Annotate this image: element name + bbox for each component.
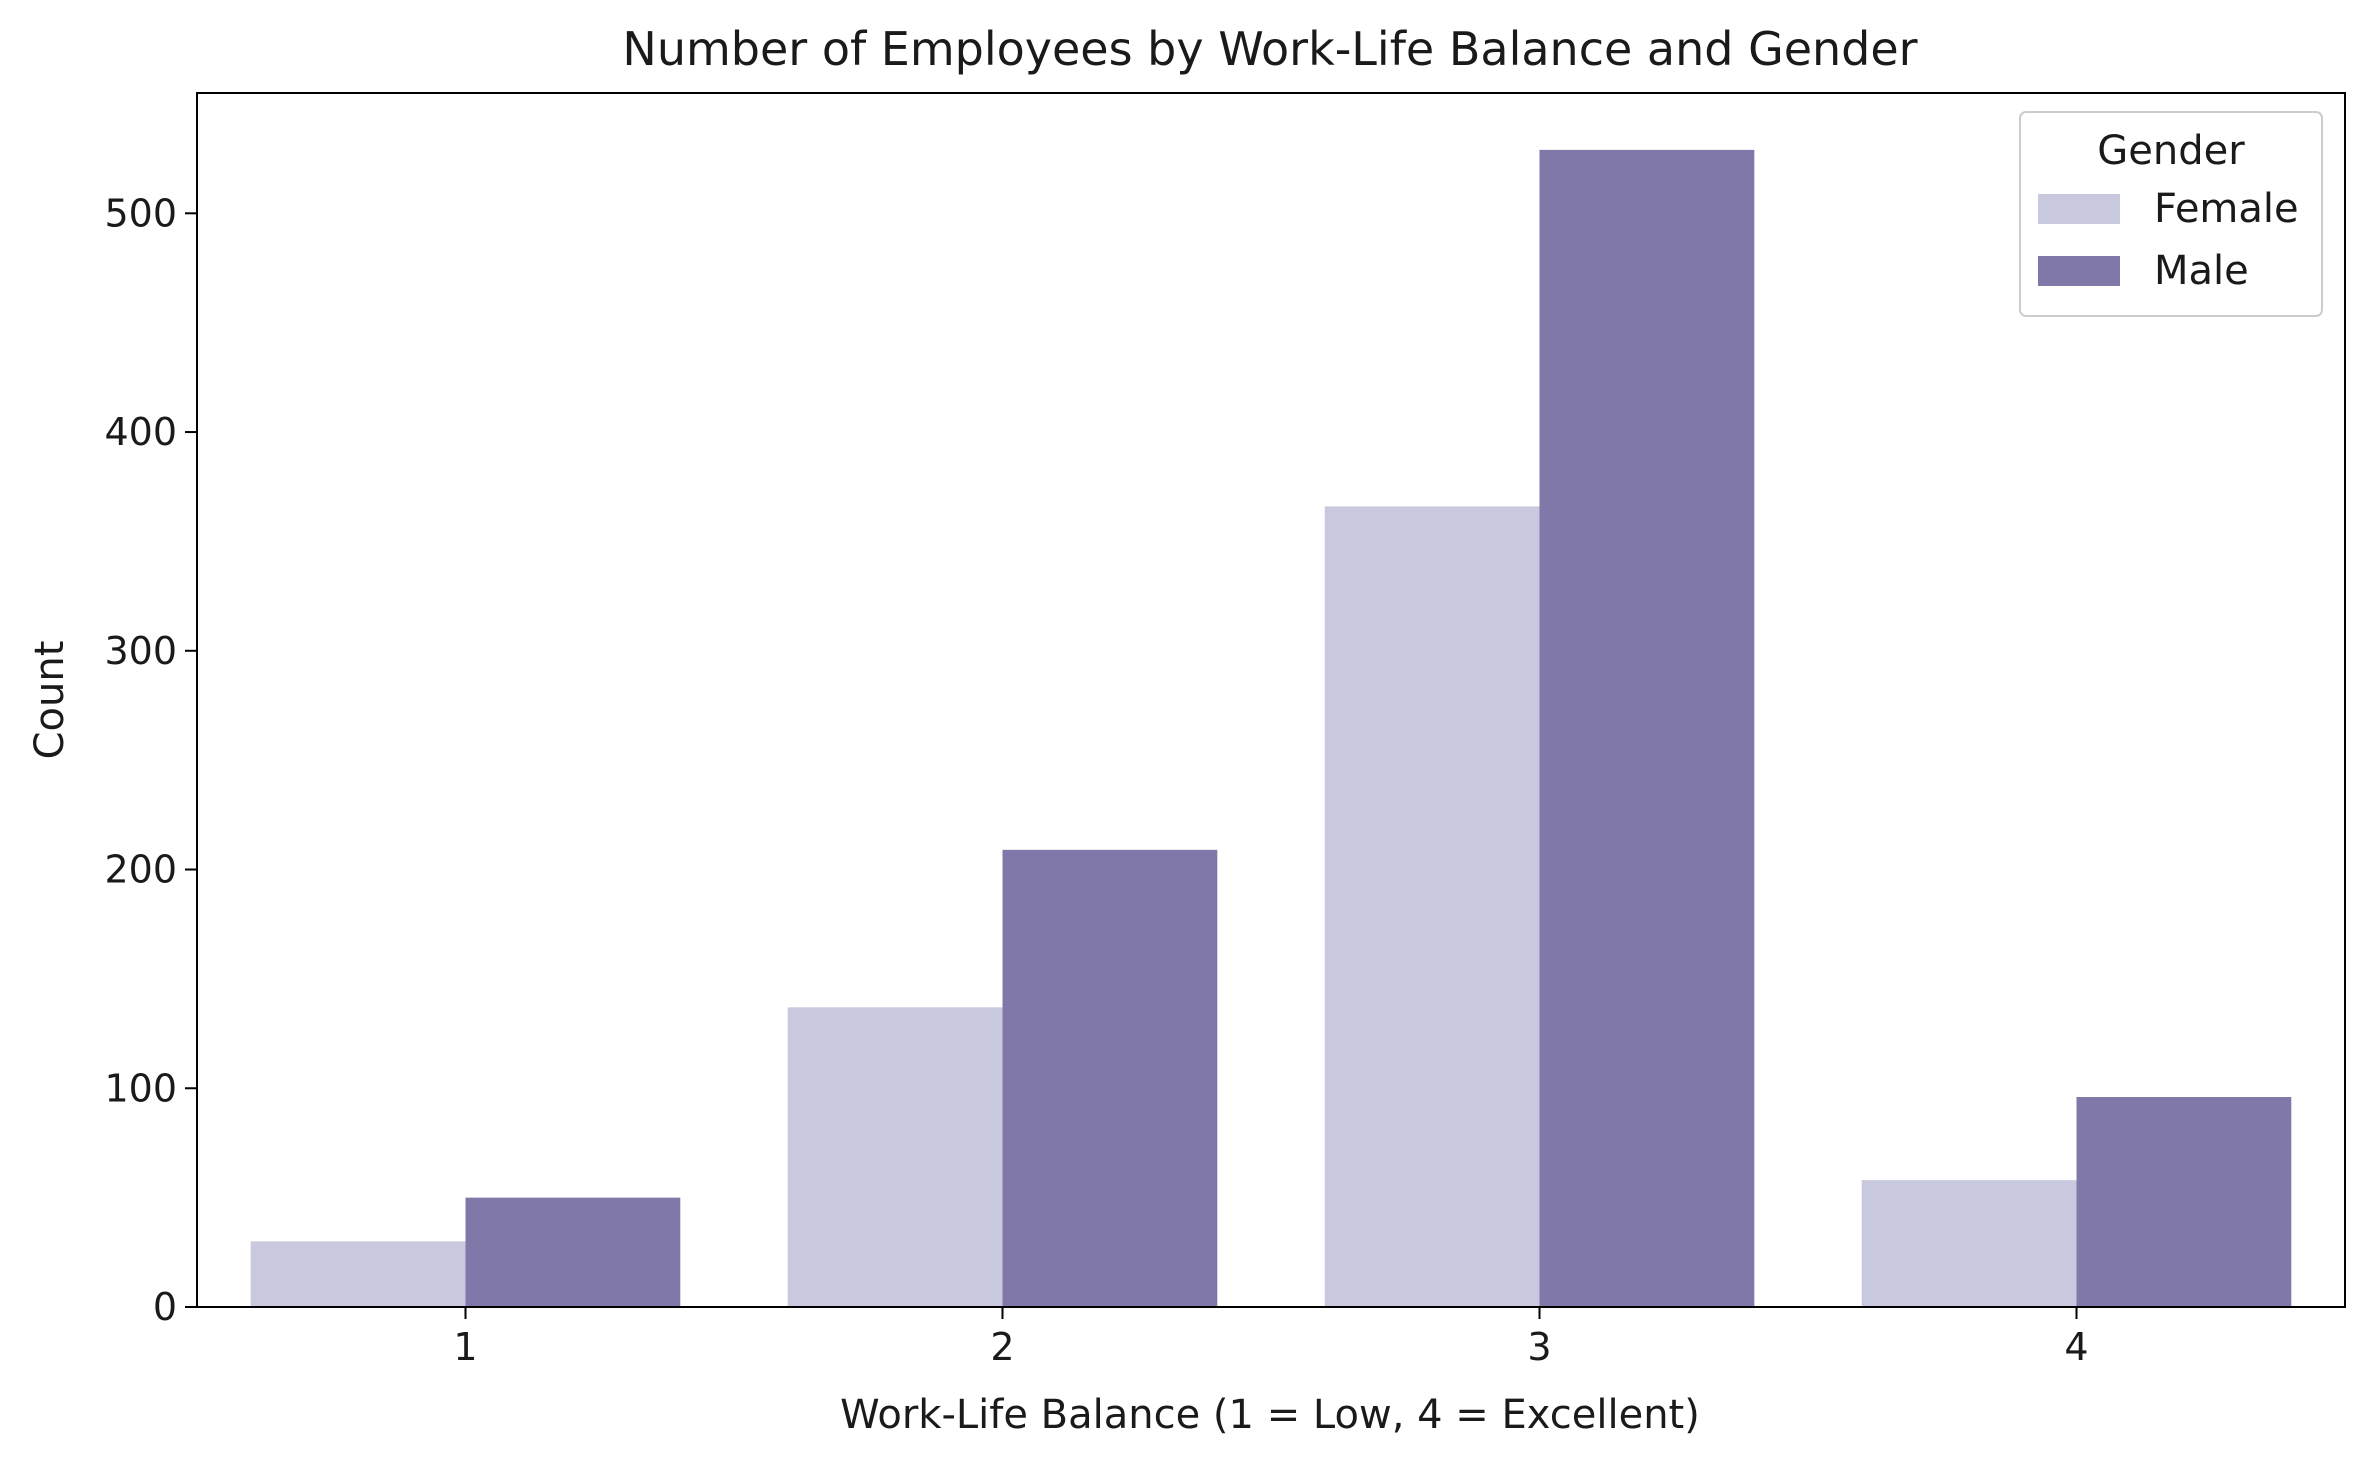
bar-male-3 [1539, 149, 1755, 1307]
y-tick-label: 0 [153, 1285, 177, 1329]
x-tick-label: 3 [1527, 1325, 1551, 1369]
y-tick-label: 400 [104, 410, 177, 454]
legend-label-female: Female [2154, 186, 2299, 232]
legend-swatch-male [2038, 256, 2120, 286]
x-axis-label: Work-Life Balance (1 = Low, 4 = Excellen… [840, 1392, 1700, 1438]
x-tick-label: 4 [2064, 1325, 2088, 1369]
bars-layer [250, 149, 2292, 1307]
chart-title: Number of Employees by Work-Life Balance… [622, 22, 1917, 76]
y-tick-label: 500 [104, 191, 177, 235]
x-tick-label: 1 [453, 1325, 477, 1369]
x-axis: 1 2 3 4 [453, 1307, 2089, 1369]
y-tick-label: 100 [104, 1066, 177, 1110]
y-axis-label: Count [27, 641, 73, 760]
y-axis: 0 100 200 300 400 500 [104, 191, 197, 1329]
y-tick-label: 300 [104, 629, 177, 673]
legend-label-male: Male [2154, 248, 2249, 294]
bar-female-4 [1861, 1180, 2077, 1307]
legend-swatch-female [2038, 194, 2120, 224]
y-tick-label: 200 [104, 848, 177, 892]
bar-female-3 [1324, 506, 1540, 1307]
bar-female-2 [787, 1007, 1003, 1307]
bar-male-4 [2076, 1097, 2292, 1307]
x-tick-label: 2 [990, 1325, 1014, 1369]
plot-frame [196, 92, 2346, 1308]
bar-male-2 [1002, 849, 1218, 1307]
bar-female-1 [250, 1241, 466, 1307]
bar-male-1 [465, 1197, 681, 1307]
legend-title: Gender [2097, 128, 2245, 174]
legend: Gender Female Male [2019, 111, 2323, 317]
